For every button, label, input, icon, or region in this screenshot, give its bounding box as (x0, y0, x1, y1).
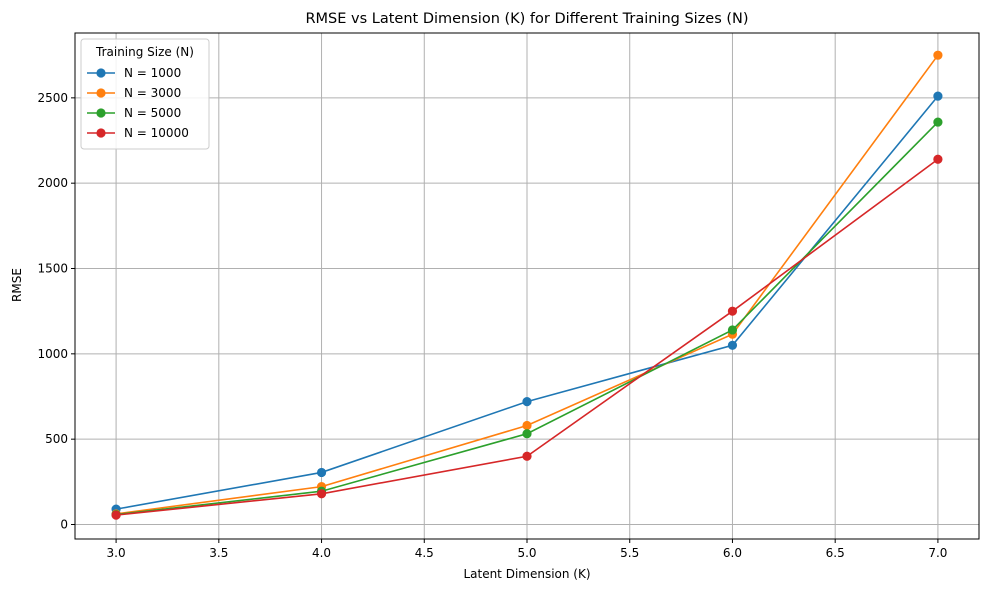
data-point (933, 50, 943, 60)
x-tick-label: 4.0 (312, 546, 331, 560)
data-point (933, 91, 943, 101)
data-point (316, 489, 327, 499)
y-tick-label: 0 (60, 517, 68, 531)
x-tick-label: 6.5 (826, 546, 845, 560)
legend-label: N = 5000 (124, 106, 181, 120)
series-n-10000 (111, 154, 943, 520)
x-tick-label: 7.0 (928, 546, 947, 560)
x-tick-label: 3.5 (209, 546, 228, 560)
data-point (111, 510, 121, 520)
data-point (933, 117, 943, 127)
data-point (522, 420, 532, 431)
x-tick-label: 5.0 (517, 546, 536, 560)
x-tick-label: 5.5 (620, 546, 639, 560)
legend-marker (96, 68, 106, 78)
legend-box (80, 38, 210, 150)
legend-label: N = 10000 (124, 126, 189, 140)
data-point (522, 429, 532, 439)
legend-label: N = 3000 (124, 86, 181, 100)
x-tick-label: 3.0 (107, 546, 126, 560)
y-tick-label: 500 (45, 432, 68, 446)
y-tick-label: 1000 (37, 347, 68, 361)
data-point (933, 154, 943, 164)
x-tick-label: 6.0 (723, 546, 742, 560)
legend-marker (96, 128, 106, 138)
x-axis-label: Latent Dimension (K) (463, 567, 590, 581)
y-tick-label: 2000 (37, 176, 68, 190)
series-layer (111, 50, 943, 520)
data-point (316, 467, 327, 478)
y-tick-label: 2500 (37, 91, 68, 105)
ticks: 3.0 3.5 4.0 4.5 5.0 5.5 6.0 6.5 7.0 0 500 1000 1500 2… (37, 91, 947, 560)
x-tick-label: 4.5 (415, 546, 434, 560)
y-tick-label: 1500 (37, 262, 68, 276)
legend: Training Size (N) N = 1000 N = 3000 N = 500… (80, 38, 210, 150)
data-point (522, 397, 532, 407)
data-point (727, 306, 738, 316)
data-point (522, 451, 532, 461)
legend-title: Training Size (N) (95, 45, 194, 59)
chart-title: RMSE vs Latent Dimension (K) for Differe… (305, 11, 748, 27)
legend-marker (96, 88, 106, 98)
legend-marker (96, 108, 106, 118)
legend-label: N = 1000 (124, 66, 181, 80)
data-point (727, 325, 738, 335)
grid (75, 33, 979, 539)
data-point (727, 340, 738, 350)
y-axis-label: RMSE (10, 268, 24, 302)
